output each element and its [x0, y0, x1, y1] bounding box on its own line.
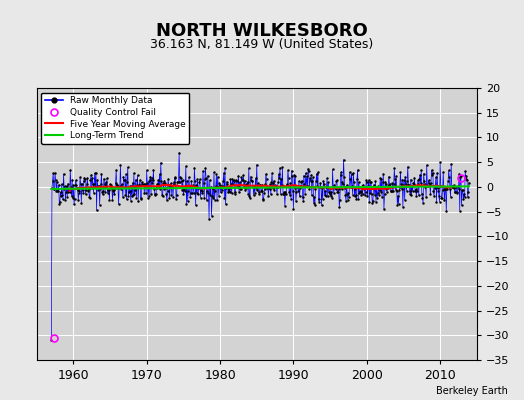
- Text: 36.163 N, 81.149 W (United States): 36.163 N, 81.149 W (United States): [150, 38, 374, 51]
- Text: NORTH WILKESBORO: NORTH WILKESBORO: [156, 22, 368, 40]
- Text: Berkeley Earth: Berkeley Earth: [436, 386, 508, 396]
- Legend: Raw Monthly Data, Quality Control Fail, Five Year Moving Average, Long-Term Tren: Raw Monthly Data, Quality Control Fail, …: [41, 92, 190, 144]
